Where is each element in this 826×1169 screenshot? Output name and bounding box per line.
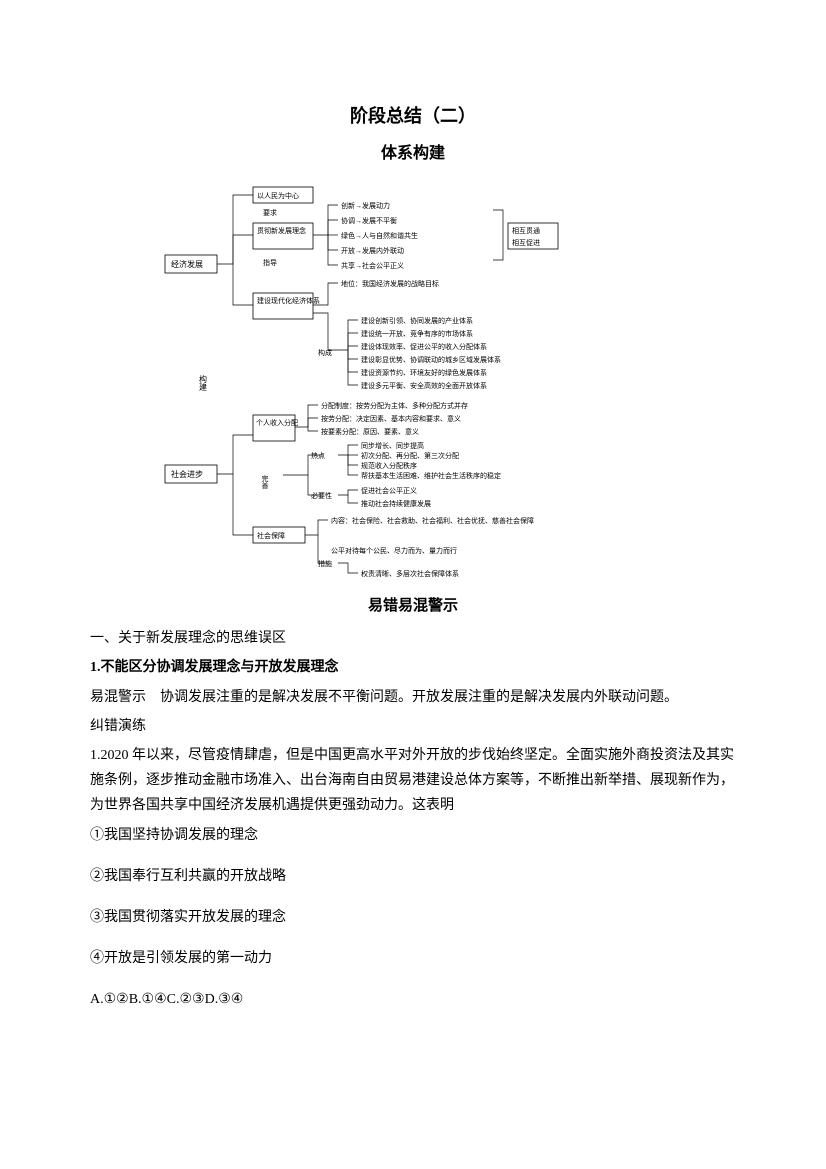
svg-text:社会保障: 社会保障 — [257, 531, 285, 540]
question-1-option-1: ①我国坚持协调发展的理念 — [90, 823, 736, 848]
svg-text:构建: 构建 — [199, 374, 208, 392]
page-title: 阶段总结（二） — [90, 100, 736, 132]
svg-text:协调→发展不平衡: 协调→发展不平衡 — [341, 216, 397, 225]
svg-text:绿色→人与自然和谐共生: 绿色→人与自然和谐共生 — [341, 231, 418, 240]
svg-text:经济发展: 经济发展 — [171, 259, 203, 269]
question-1-option-3: ③我国贯彻落实开放发展的理念 — [90, 905, 736, 930]
svg-text:措施: 措施 — [318, 559, 332, 568]
svg-text:按劳分配：决定因素、基本内容和要求、意义: 按劳分配：决定因素、基本内容和要求、意义 — [321, 414, 461, 423]
svg-text:建设多元平衡、安全高效的全面开放体系: 建设多元平衡、安全高效的全面开放体系 — [361, 381, 487, 390]
question-1-stem: 1.2020 年以来，尽管疫情肆虐，但是中国更高水平对外开放的步伐始终坚定。全面… — [90, 743, 736, 819]
svg-text:帮扶基本生活困难、维护社会生活秩序的稳定: 帮扶基本生活困难、维护社会生活秩序的稳定 — [361, 471, 501, 480]
svg-text:共享→社会公平正义: 共享→社会公平正义 — [341, 261, 404, 270]
svg-text:建设创新引领、协同发展的产业体系: 建设创新引领、协同发展的产业体系 — [361, 316, 473, 325]
svg-text:指导: 指导 — [263, 258, 277, 267]
point-1-warning: 易混警示 协调发展注重的是解决发展不平衡问题。开放发展注重的是解决发展内外联动问… — [90, 685, 736, 710]
question-1-answers: A.①②B.①④C.②③D.③④ — [90, 987, 736, 1012]
concept-diagram: 经济发展 社会进步 构建 以人民为中心 要求 贯彻新发展理念 指导 建设现代化经… — [163, 175, 663, 585]
svg-text:同步增长、同步提高: 同步增长、同步提高 — [361, 441, 424, 450]
svg-text:分配制度：按劳分配为主体、多种分配方式并存: 分配制度：按劳分配为主体、多种分配方式并存 — [321, 401, 468, 410]
svg-text:建设体现效率、促进公平的收入分配体系: 建设体现效率、促进公平的收入分配体系 — [361, 342, 487, 351]
svg-text:开放→发展内外联动: 开放→发展内外联动 — [341, 246, 404, 255]
svg-text:建设统一开放、竞争有序的市场体系: 建设统一开放、竞争有序的市场体系 — [361, 329, 473, 338]
svg-text:规范收入分配秩序: 规范收入分配秩序 — [361, 461, 417, 470]
svg-text:公平对待每个公民、尽力而为、量力而行: 公平对待每个公民、尽力而为、量力而行 — [331, 546, 457, 555]
svg-text:相互促进: 相互促进 — [512, 238, 540, 247]
question-1-option-2: ②我国奉行互利共赢的开放战略 — [90, 864, 736, 889]
svg-text:完善: 完善 — [261, 474, 269, 490]
svg-text:要求: 要求 — [263, 208, 277, 217]
practice-heading: 纠错演练 — [90, 714, 736, 739]
svg-text:建设现代化经济体系: 建设现代化经济体系 — [257, 296, 320, 305]
svg-text:建设彰显优势、协调联动的城乡区域发展体系: 建设彰显优势、协调联动的城乡区域发展体系 — [361, 355, 501, 364]
question-1-option-4: ④开放是引领发展的第一动力 — [90, 946, 736, 971]
svg-text:地位：我国经济发展的战略目标: 地位：我国经济发展的战略目标 — [341, 279, 439, 288]
svg-text:必要性: 必要性 — [311, 491, 332, 500]
svg-text:内容：社会保险、社会救助、社会福利、社会优抚、慈善社会保障: 内容：社会保险、社会救助、社会福利、社会优抚、慈善社会保障 — [331, 516, 534, 525]
svg-text:权责清晰、多层次社会保障体系: 权责清晰、多层次社会保障体系 — [361, 569, 459, 578]
subtitle-warnings: 易错易混警示 — [90, 593, 736, 620]
svg-text:建设资源节约、环境友好的绿色发展体系: 建设资源节约、环境友好的绿色发展体系 — [361, 368, 487, 377]
point-1-heading: 1.不能区分协调发展理念与开放发展理念 — [90, 655, 736, 680]
svg-text:社会进步: 社会进步 — [171, 469, 203, 479]
svg-text:推动社会持续健康发展: 推动社会持续健康发展 — [361, 499, 431, 508]
svg-text:相互贯通: 相互贯通 — [512, 226, 540, 235]
svg-text:构成: 构成 — [318, 348, 332, 357]
svg-text:热点: 热点 — [311, 451, 325, 460]
svg-text:以人民为中心: 以人民为中心 — [257, 191, 299, 200]
svg-text:促进社会公平正义: 促进社会公平正义 — [361, 486, 417, 495]
svg-text:初次分配、再分配、第三次分配: 初次分配、再分配、第三次分配 — [361, 451, 459, 460]
subtitle-structure: 体系构建 — [90, 140, 736, 169]
svg-text:个人收入分配: 个人收入分配 — [256, 418, 298, 427]
svg-text:创新→发展动力: 创新→发展动力 — [341, 201, 390, 210]
section-1-heading: 一、关于新发展理念的思维误区 — [90, 626, 736, 651]
svg-text:贯彻新发展理念: 贯彻新发展理念 — [257, 226, 306, 235]
svg-text:按要素分配：原因、要素、意义: 按要素分配：原因、要素、意义 — [321, 427, 419, 436]
